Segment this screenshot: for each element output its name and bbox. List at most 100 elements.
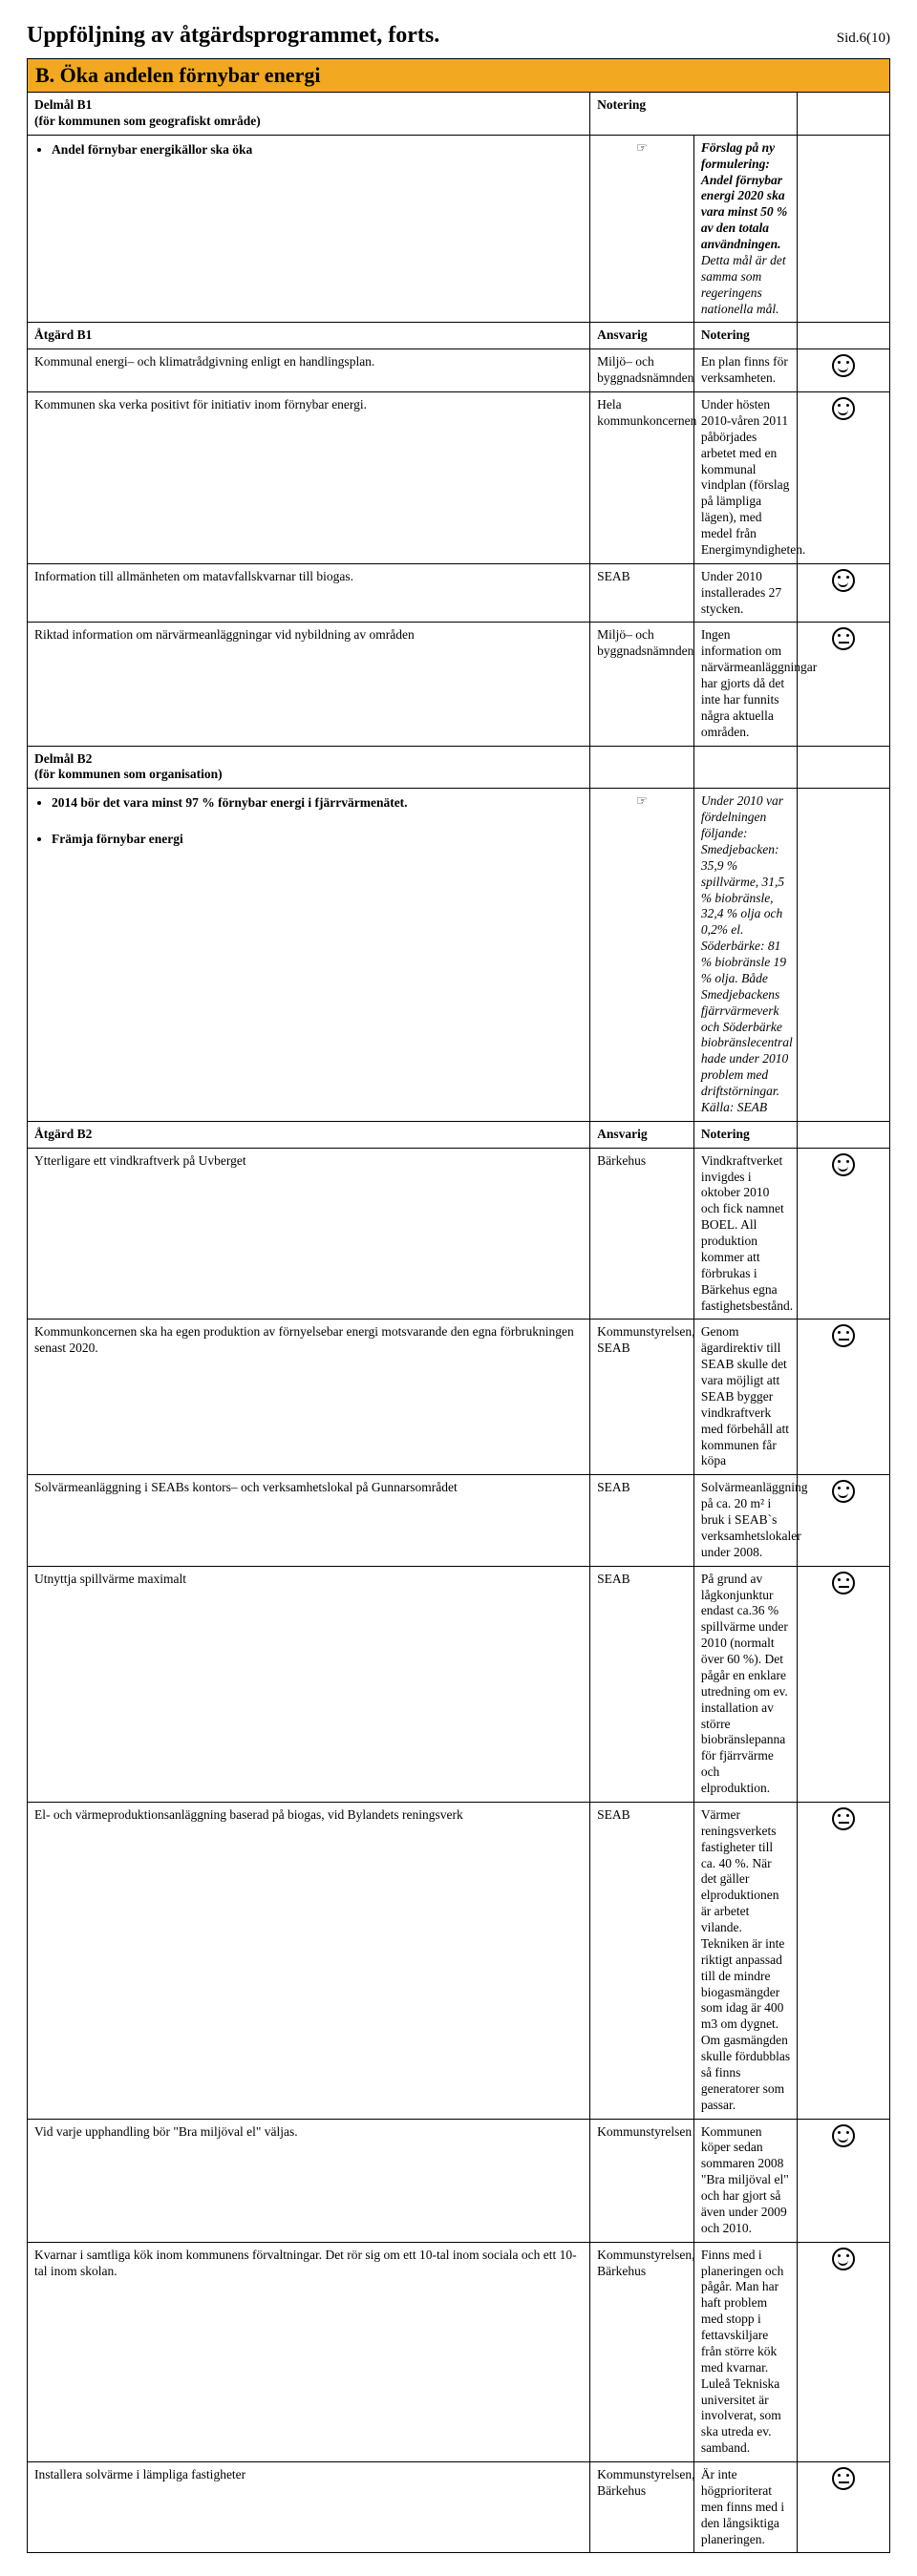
neutral-icon (832, 2467, 855, 2490)
pointing-hand-icon: ☞ (590, 789, 694, 1122)
action-cell: Kvarnar i samtliga kök inom kommunens fö… (28, 2242, 590, 2461)
mood-cell (798, 2462, 890, 2553)
note-cell: Solvärmeanläggning på ca. 20 m² i bruk i… (693, 1475, 798, 1566)
b1-goal-bullet: Andel förnybar energikällor ska öka (52, 142, 583, 158)
table-b1: Delmål B1 (för kommunen som geografiskt … (27, 92, 890, 2553)
table-row: Utnyttja spillvärme maximaltSEABPå grund… (28, 1566, 890, 1802)
smile-icon (832, 354, 855, 377)
table-row: Installera solvärme i lämpliga fastighet… (28, 2462, 890, 2553)
action-cell: Utnyttja spillvärme maximalt (28, 1566, 590, 1802)
mood-cell (798, 349, 890, 392)
note-cell: Under 2010 installerades 27 stycken. (693, 563, 798, 623)
responsible-cell: SEAB (590, 1802, 694, 2119)
table-row: 2014 bör det vara minst 97 % förnybar en… (28, 789, 890, 1122)
note-cell: Ingen information om närvärmeanläggninga… (693, 623, 798, 746)
action-cell: Kommunal energi– och klimatrådgivning en… (28, 349, 590, 392)
action-cell: Kommunkoncernen ska ha egen produktion a… (28, 1320, 590, 1475)
note-cell: Är inte högprioriterat men finns med i d… (693, 2462, 798, 2553)
section-banner: B. Öka andelen förnybar energi (27, 58, 890, 92)
responsible-cell: Kommunstyrelsen, SEAB (590, 1320, 694, 1475)
mood-cell (798, 563, 890, 623)
table-row: Vid varje upphandling bör "Bra miljöval … (28, 2119, 890, 2242)
mood-cell (798, 1320, 890, 1475)
responsible-cell: Hela kommunkoncernen (590, 392, 694, 564)
table-row: Delmål B2 (för kommunen som organisation… (28, 746, 890, 789)
b2-note-italic: Under 2010 var fördelningen följande: Sm… (701, 793, 793, 1098)
table-row: Kommunkoncernen ska ha egen produktion a… (28, 1320, 890, 1475)
responsible-cell: Kommunstyrelsen, Bärkehus (590, 2242, 694, 2461)
notering-heading: Notering (590, 93, 798, 136)
delmal-b1-sub: (för kommunen som geografiskt område) (34, 114, 261, 128)
responsible-cell: Kommunstyrelsen, Bärkehus (590, 2462, 694, 2553)
table-row: Kommunen ska verka positivt för initiati… (28, 392, 890, 564)
mood-cell (798, 1148, 890, 1320)
neutral-icon (832, 627, 855, 650)
ansvarig-heading: Ansvarig (590, 1121, 694, 1148)
neutral-icon (832, 1324, 855, 1347)
neutral-icon (832, 1807, 855, 1830)
neutral-icon (832, 1572, 855, 1594)
table-row: Kommunal energi– och klimatrådgivning en… (28, 349, 890, 392)
responsible-cell: SEAB (590, 1566, 694, 1802)
table-row: Solvärmeanläggning i SEABs kontors– och … (28, 1475, 890, 1566)
action-cell: Riktad information om närvärmeanläggning… (28, 623, 590, 746)
ansvarig-heading: Ansvarig (590, 323, 694, 349)
note-cell: Vindkraftverket invigdes i oktober 2010 … (693, 1148, 798, 1320)
action-cell: Installera solvärme i lämpliga fastighet… (28, 2462, 590, 2553)
smile-icon (832, 2248, 855, 2270)
b2-goal-bullet-2: Främja förnybar energi (52, 832, 583, 848)
action-cell: Ytterligare ett vindkraftverk på Uvberge… (28, 1148, 590, 1320)
smile-icon (832, 397, 855, 420)
table-row: Riktad information om närvärmeanläggning… (28, 623, 890, 746)
table-row: El- och värmeproduktionsanläggning baser… (28, 1802, 890, 2119)
action-cell: Vid varje upphandling bör "Bra miljöval … (28, 2119, 590, 2242)
atgard-b2-heading: Åtgärd B2 (28, 1121, 590, 1148)
table-row: Åtgärd B1 Ansvarig Notering (28, 323, 890, 349)
b2-goal-bullet-1: 2014 bör det vara minst 97 % förnybar en… (52, 795, 583, 812)
responsible-cell: Kommunstyrelsen (590, 2119, 694, 2242)
note-cell: Kommunen köper sedan sommaren 2008 "Bra … (693, 2119, 798, 2242)
note-cell: En plan finns för verksamheten. (693, 349, 798, 392)
delmal-b2-label: Delmål B2 (34, 751, 92, 766)
page-number: Sid.6(10) (837, 31, 890, 47)
smile-icon (832, 2124, 855, 2147)
table-row: Delmål B1 (för kommunen som geografiskt … (28, 93, 890, 136)
notering-heading: Notering (693, 323, 798, 349)
page-title: Uppföljning av åtgärdsprogrammet, forts. (27, 23, 439, 49)
table-row: Information till allmänheten om matavfal… (28, 563, 890, 623)
mood-cell (798, 1802, 890, 2119)
action-cell: Solvärmeanläggning i SEABs kontors– och … (28, 1475, 590, 1566)
action-cell: El- och värmeproduktionsanläggning baser… (28, 1802, 590, 2119)
smile-icon (832, 1480, 855, 1503)
note-cell: Genom ägardirektiv till SEAB skulle det … (693, 1320, 798, 1475)
delmal-b1-label: Delmål B1 (34, 97, 92, 112)
mood-cell (798, 623, 890, 746)
mood-cell (798, 2242, 890, 2461)
delmal-b2-sub: (för kommunen som organisation) (34, 767, 223, 781)
mood-cell (798, 2119, 890, 2242)
mood-cell (798, 1475, 890, 1566)
table-row: Kvarnar i samtliga kök inom kommunens fö… (28, 2242, 890, 2461)
smile-icon (832, 1153, 855, 1176)
mood-cell (798, 392, 890, 564)
responsible-cell: Bärkehus (590, 1148, 694, 1320)
responsible-cell: SEAB (590, 1475, 694, 1566)
action-cell: Information till allmänheten om matavfal… (28, 563, 590, 623)
mood-cell (798, 1566, 890, 1802)
atgard-b1-heading: Åtgärd B1 (28, 323, 590, 349)
note-cell: På grund av lågkonjunktur endast ca.36 %… (693, 1566, 798, 1802)
note-cell: Finns med i planeringen och pågår. Man h… (693, 2242, 798, 2461)
responsible-cell: SEAB (590, 563, 694, 623)
responsible-cell: Miljö– och byggnadsnämnden (590, 623, 694, 746)
notering-heading: Notering (693, 1121, 798, 1148)
action-cell: Kommunen ska verka positivt för initiati… (28, 392, 590, 564)
smile-icon (832, 569, 855, 592)
responsible-cell: Miljö– och byggnadsnämnden (590, 349, 694, 392)
pointing-hand-icon: ☞ (590, 135, 694, 323)
note-cell: Värmer reningsverkets fastigheter till c… (693, 1802, 798, 2119)
table-row: Ytterligare ett vindkraftverk på Uvberge… (28, 1148, 890, 1320)
b2-source: Källa: SEAB (701, 1100, 767, 1114)
b1-note-bold: Förslag på ny formulering: Andel förnyba… (701, 140, 787, 251)
table-row: Andel förnybar energikällor ska öka ☞ Fö… (28, 135, 890, 323)
table-row: Åtgärd B2 Ansvarig Notering (28, 1121, 890, 1148)
